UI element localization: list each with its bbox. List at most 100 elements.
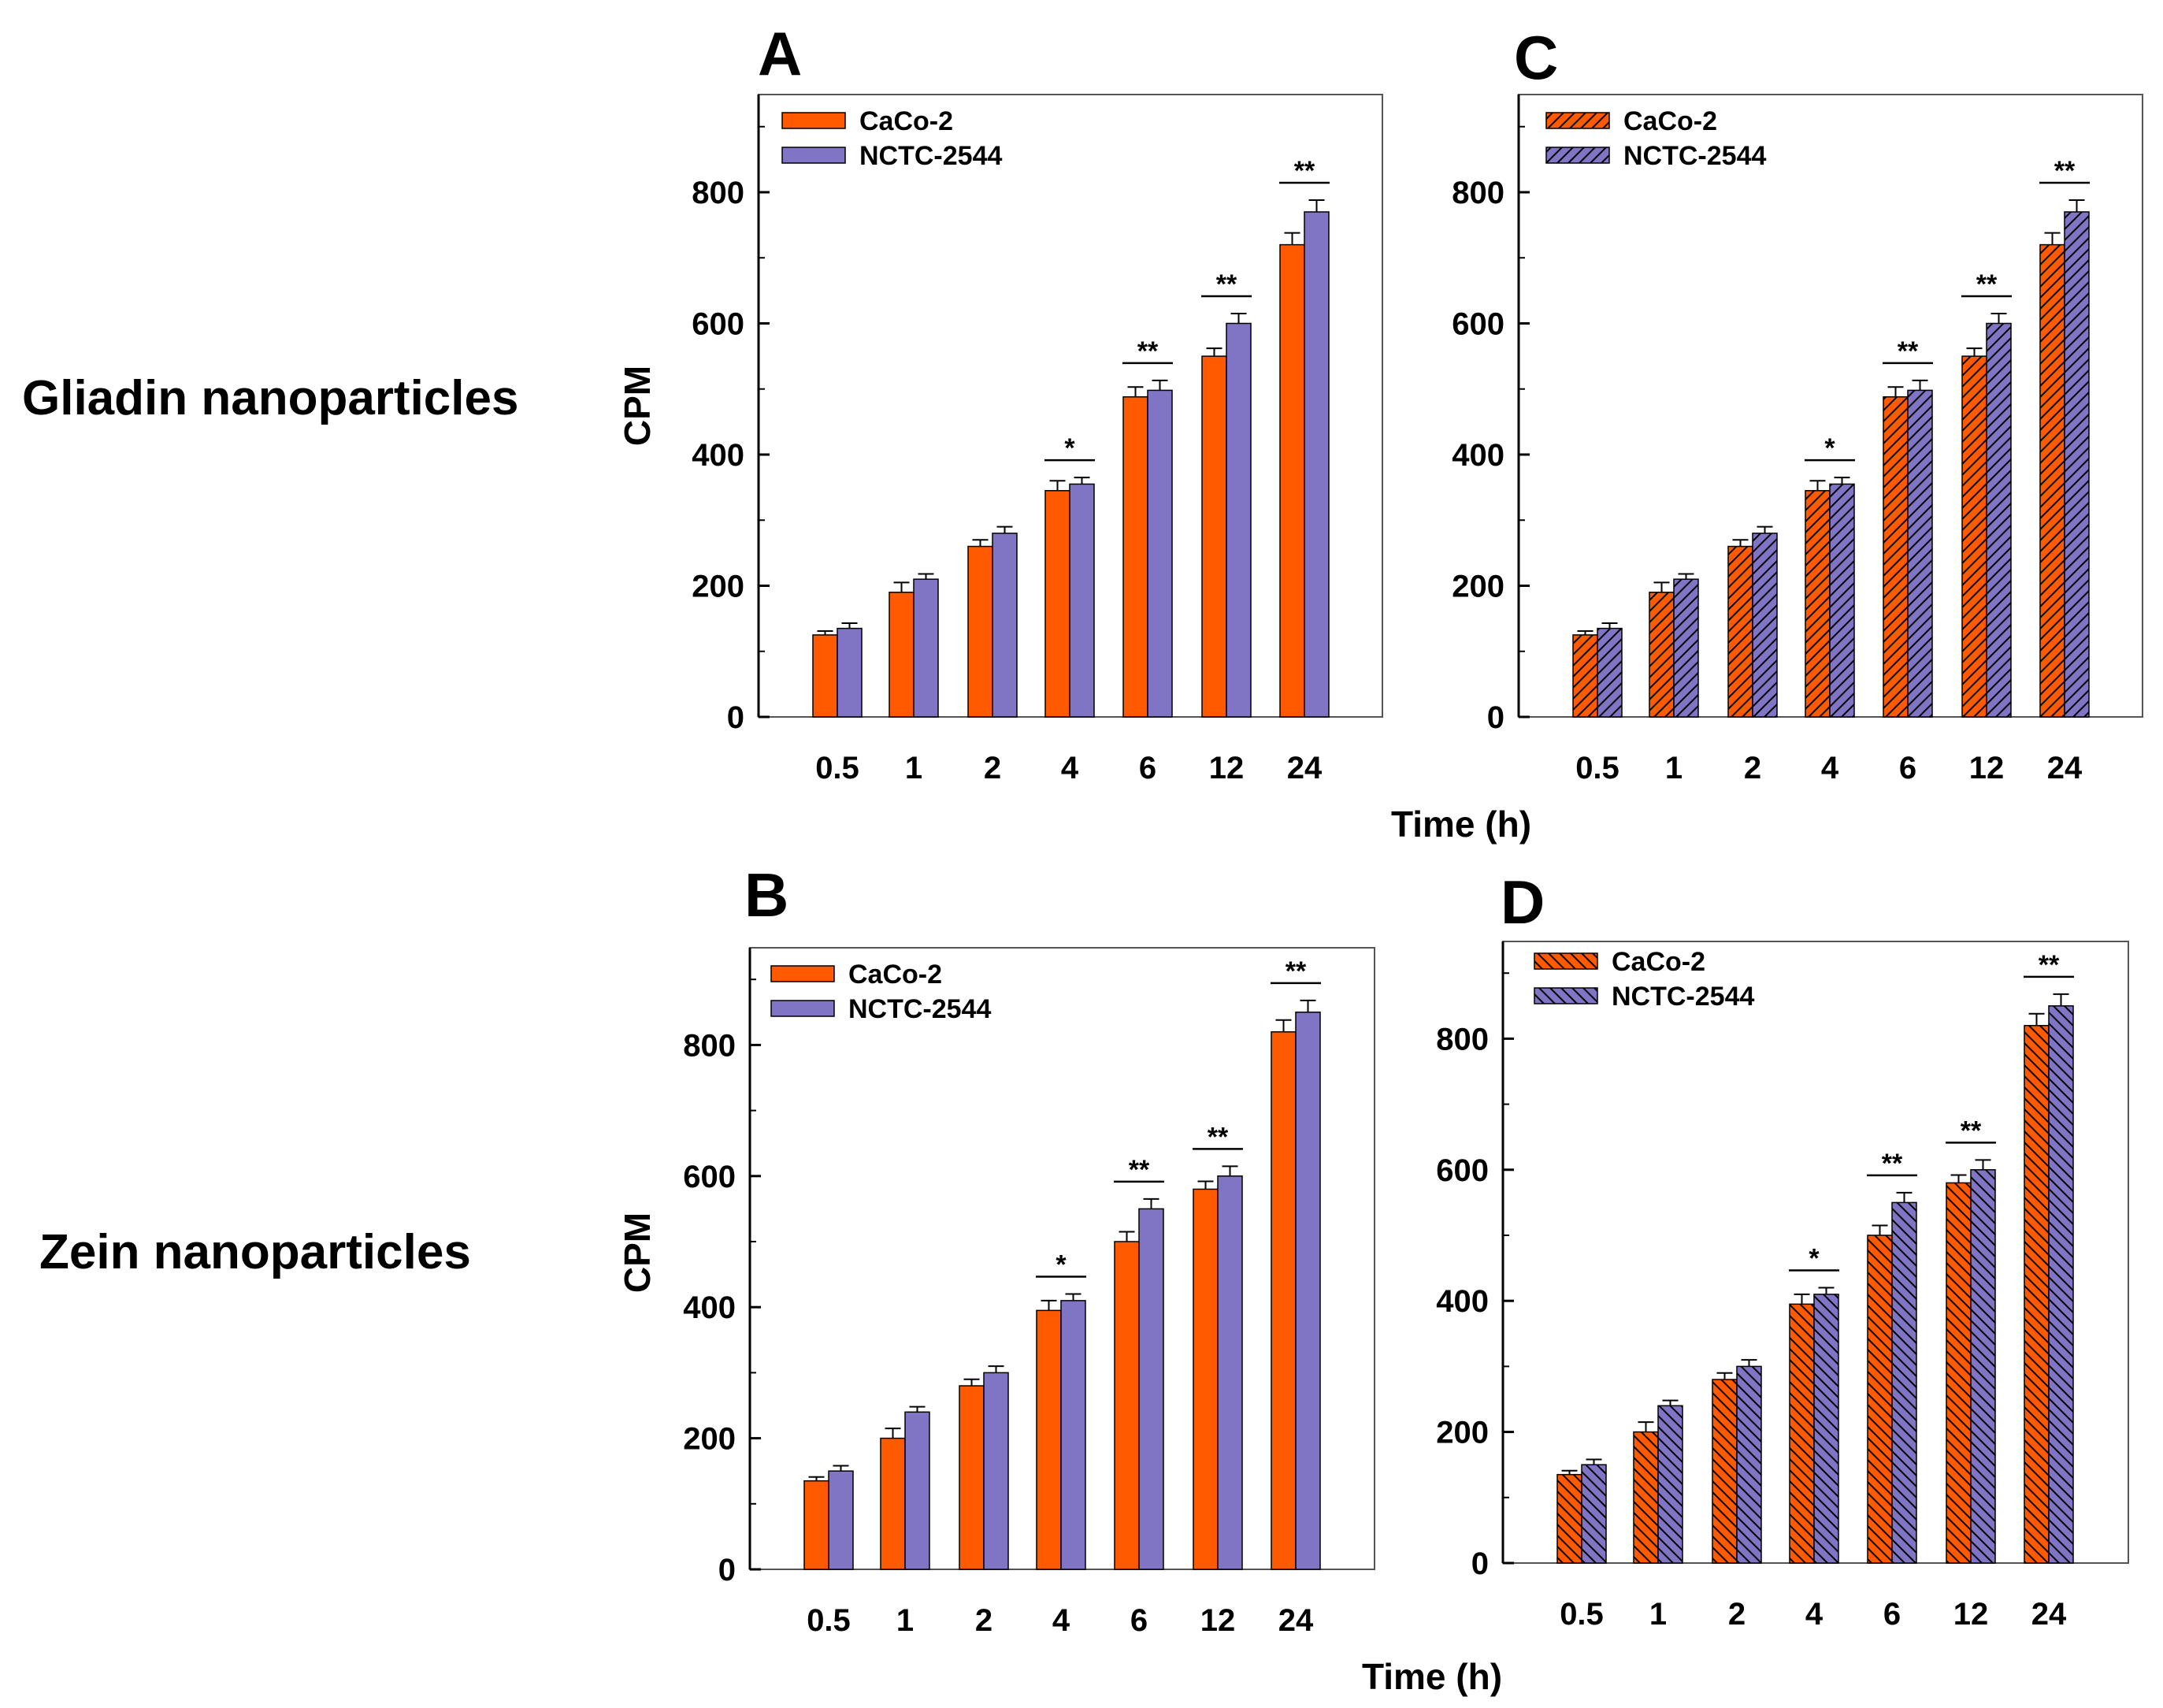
panel-c-bar-nctc — [1829, 483, 1855, 718]
panel-c-bar-caco2 — [1649, 592, 1675, 718]
panel-c-legend-swatch-caco2 — [1545, 112, 1610, 129]
panel-d-xtick-label: 6 — [1883, 1597, 1901, 1632]
panel-b-xtick-label: 0.5 — [807, 1603, 851, 1638]
panel-b-ytick-label: 600 — [683, 1160, 736, 1194]
panel-d-sig-marker: ** — [1882, 1149, 1903, 1179]
panel-b-legend-label-caco2: CaCo-2 — [848, 960, 942, 990]
panel-d-bar-caco2 — [2024, 1025, 2050, 1564]
panel-c-bar-nctc — [1986, 322, 2012, 718]
panel-a-xtick-label: 24 — [1287, 751, 1323, 785]
panel-b-sig-marker: ** — [1129, 1155, 1150, 1185]
panel-a-xtick-label: 6 — [1139, 751, 1156, 785]
panel-c-xtick-label: 24 — [2047, 751, 2083, 785]
panel-b-ytick-label: 400 — [683, 1290, 736, 1325]
panel-d-xtick-label: 0.5 — [1560, 1597, 1604, 1632]
panel-b-bar-caco2 — [1271, 1031, 1297, 1570]
panel-d-ytick-label: 800 — [1436, 1022, 1489, 1056]
panel-c-bar-caco2 — [2039, 243, 2065, 718]
panel-c-sig-marker: ** — [1898, 336, 1919, 366]
panel-d-bar-caco2 — [1789, 1303, 1815, 1564]
panel-b-legend-swatch-nctc — [770, 1000, 835, 1017]
panel-a-ytick-label: 400 — [692, 438, 744, 473]
panel-a-sig-marker: ** — [1137, 336, 1159, 366]
row-label-gliadin: Gliadin nanoparticles — [22, 371, 519, 425]
panel-a-xtick-label: 4 — [1061, 751, 1079, 785]
panel-d-bar-nctc — [1891, 1201, 1917, 1564]
panel-c-legend-label-caco2: CaCo-2 — [1623, 106, 1717, 136]
panel-d-bar-caco2 — [1556, 1473, 1582, 1564]
panel-c-xtick-label: 6 — [1899, 751, 1916, 785]
panel-b-sig-marker: * — [1056, 1250, 1067, 1280]
panel-d-xtick-label: 2 — [1728, 1597, 1746, 1632]
panel-d-legend-label-nctc: NCTC-2544 — [1612, 982, 1754, 1012]
row-label-zein: Zein nanoparticles — [39, 1225, 471, 1279]
panel-c-sig-marker: ** — [1976, 269, 1998, 299]
panel-b-bar-caco2 — [1193, 1188, 1219, 1570]
panel-c-ytick-label: 200 — [1452, 570, 1504, 604]
panel-c-bar-nctc — [2064, 211, 2090, 718]
panel-a-bar-caco2 — [1122, 395, 1148, 718]
panel-c-bar-caco2 — [1572, 634, 1598, 718]
panel-c-bar-caco2 — [1805, 490, 1831, 718]
panel-c-xtick-label: 2 — [1744, 751, 1761, 785]
panel-d-bar-nctc — [1581, 1464, 1607, 1564]
panel-b-bar-nctc — [1138, 1208, 1164, 1570]
panel-c-ytick-label: 0 — [1487, 700, 1504, 735]
panel-b-bar-caco2 — [959, 1385, 985, 1570]
panel-d-ytick-label: 400 — [1436, 1284, 1489, 1319]
panel-d-bar-nctc — [2048, 1005, 2074, 1564]
panel-a-bar-nctc — [1304, 211, 1330, 718]
panel-a-bar-caco2 — [1201, 355, 1227, 718]
panel-c-sig-marker: ** — [2054, 156, 2076, 186]
panel-c-letter: C — [1514, 23, 1558, 92]
panel-a-bar-nctc — [837, 627, 863, 718]
panel-d-letter: D — [1501, 867, 1545, 937]
panel-d-bar-caco2 — [1712, 1379, 1738, 1564]
panel-b-sig-marker: ** — [1286, 956, 1307, 986]
panel-b-ytick-label: 0 — [718, 1553, 736, 1587]
panel-d-xtick-label: 4 — [1805, 1597, 1824, 1632]
panel-a-legend-swatch-caco2 — [781, 112, 846, 129]
panel-c-bar-nctc — [1752, 533, 1778, 718]
panel-c-bar-caco2 — [1883, 395, 1909, 718]
panel-a-bar-caco2 — [812, 634, 838, 718]
panel-d-xtick-label: 1 — [1649, 1597, 1667, 1632]
panel-c-ytick-label: 800 — [1452, 176, 1504, 210]
panel-a-ytick-label: 600 — [692, 307, 744, 342]
panel-c-ytick-label: 400 — [1452, 438, 1504, 473]
panel-d-bar-caco2 — [1633, 1431, 1659, 1564]
panel-b-letter: B — [744, 860, 788, 930]
panel-b-legend-swatch-caco2 — [770, 965, 835, 982]
panel-a-ytick-label: 200 — [692, 570, 744, 604]
panel-c-xtick-label: 1 — [1665, 751, 1683, 785]
panel-c-bar-nctc — [1673, 578, 1699, 718]
panel-b-xtick-label: 2 — [975, 1603, 992, 1638]
panel-c-bar-nctc — [1907, 389, 1933, 718]
panel-c-xtick-label: 4 — [1821, 751, 1839, 785]
panel-a-bar-nctc — [992, 533, 1018, 718]
panel-d-sig-marker: ** — [1961, 1116, 1982, 1145]
panel-b-bar-nctc — [983, 1372, 1009, 1570]
panel-a-legend-swatch-nctc — [781, 147, 846, 164]
panel-c-xtick-label: 0.5 — [1575, 751, 1619, 785]
panel-a-bar-caco2 — [889, 592, 915, 718]
panel-b-bar-caco2 — [1114, 1241, 1140, 1570]
panel-a-legend-label-caco2: CaCo-2 — [859, 106, 953, 136]
panel-d-legend-swatch-caco2 — [1534, 952, 1598, 970]
panel-d-sig-marker: * — [1809, 1244, 1820, 1274]
panel-d-sig-marker: ** — [2039, 950, 2060, 980]
panel-c-sig-marker: * — [1824, 433, 1835, 463]
panel-a-bar-nctc — [1226, 322, 1252, 718]
panel-b-bar-nctc — [828, 1470, 854, 1570]
panel-b-ylabel: CPM — [617, 1212, 658, 1293]
panel-b-bar-caco2 — [803, 1480, 829, 1570]
panel-a-sig-marker: * — [1064, 433, 1075, 463]
panel-d-bar-nctc — [1970, 1169, 1996, 1564]
panel-b-sig-marker: ** — [1208, 1122, 1229, 1152]
panel-a-ylabel: CPM — [617, 366, 658, 446]
panel-c-legend-label-nctc: NCTC-2544 — [1623, 141, 1766, 171]
panel-d-legend-label-caco2: CaCo-2 — [1612, 947, 1705, 977]
panel-c-bar-caco2 — [1727, 545, 1753, 718]
